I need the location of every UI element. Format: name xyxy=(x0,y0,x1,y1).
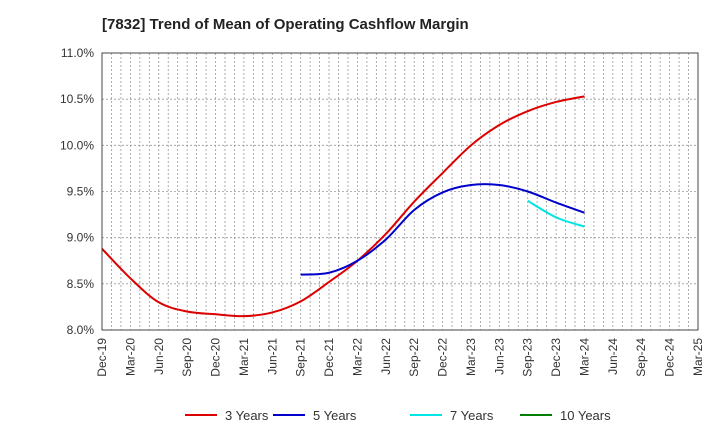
x-tick-label: Dec-24 xyxy=(663,338,677,377)
y-tick-label: 9.0% xyxy=(67,231,95,245)
x-tick-label: Sep-23 xyxy=(521,338,535,377)
x-tick-label: Mar-21 xyxy=(237,338,251,376)
y-tick-label: 10.5% xyxy=(60,92,94,106)
y-tick-label: 10.0% xyxy=(60,138,94,152)
chart-title: [7832] Trend of Mean of Operating Cashfl… xyxy=(102,16,469,33)
legend-label: 3 Years xyxy=(225,408,269,423)
x-tick-label: Mar-22 xyxy=(350,338,364,376)
series-line-3-years xyxy=(101,95,585,318)
x-tick-label: Dec-23 xyxy=(549,338,563,377)
x-tick-label: Jun-24 xyxy=(606,338,620,375)
x-tick-label: Mar-23 xyxy=(464,338,478,376)
y-tick-label: 11.0% xyxy=(61,46,94,60)
x-tick-label: Dec-19 xyxy=(95,338,109,377)
legend: 3 Years 5 Years 7 Years 10 Years xyxy=(185,408,611,423)
x-tick-label: Jun-23 xyxy=(492,338,506,375)
x-tick-label: Sep-21 xyxy=(294,338,308,377)
x-tick-label: Sep-20 xyxy=(180,338,194,377)
x-tick-label: Jun-20 xyxy=(152,338,166,375)
x-tick-label: Dec-22 xyxy=(436,338,450,377)
plot-frame xyxy=(101,52,699,331)
x-axis-ticks: Dec-19 Mar-20 Jun-20 Sep-20 Dec-20 Mar-21 Jun-… xyxy=(95,338,705,377)
x-tick-label: Mar-20 xyxy=(123,338,137,376)
y-tick-label: 9.5% xyxy=(67,185,95,199)
x-tick-label: Mar-25 xyxy=(691,338,705,376)
x-tick-label: Mar-24 xyxy=(577,338,591,376)
legend-label: 7 Years xyxy=(450,408,494,423)
y-axis-ticks: 8.0% 8.5% 9.0% 9.5% 10.0% 10.5% 11.0% xyxy=(60,46,94,337)
y-tick-label: 8.0% xyxy=(67,323,95,337)
y-tick-label: 8.5% xyxy=(67,277,95,291)
x-tick-label: Jun-21 xyxy=(265,338,279,375)
x-tick-label: Jun-22 xyxy=(379,338,393,375)
x-tick-label: Dec-20 xyxy=(209,338,223,377)
series-lines xyxy=(101,95,585,318)
legend-label: 10 Years xyxy=(560,408,611,423)
series-line-5-years xyxy=(300,183,585,276)
series-line-7-years xyxy=(527,199,585,228)
grid-lines xyxy=(102,53,698,330)
x-tick-label: Sep-22 xyxy=(407,338,421,377)
legend-label: 5 Years xyxy=(313,408,357,423)
x-tick-label: Dec-21 xyxy=(322,338,336,377)
x-tick-label: Sep-24 xyxy=(634,338,648,377)
